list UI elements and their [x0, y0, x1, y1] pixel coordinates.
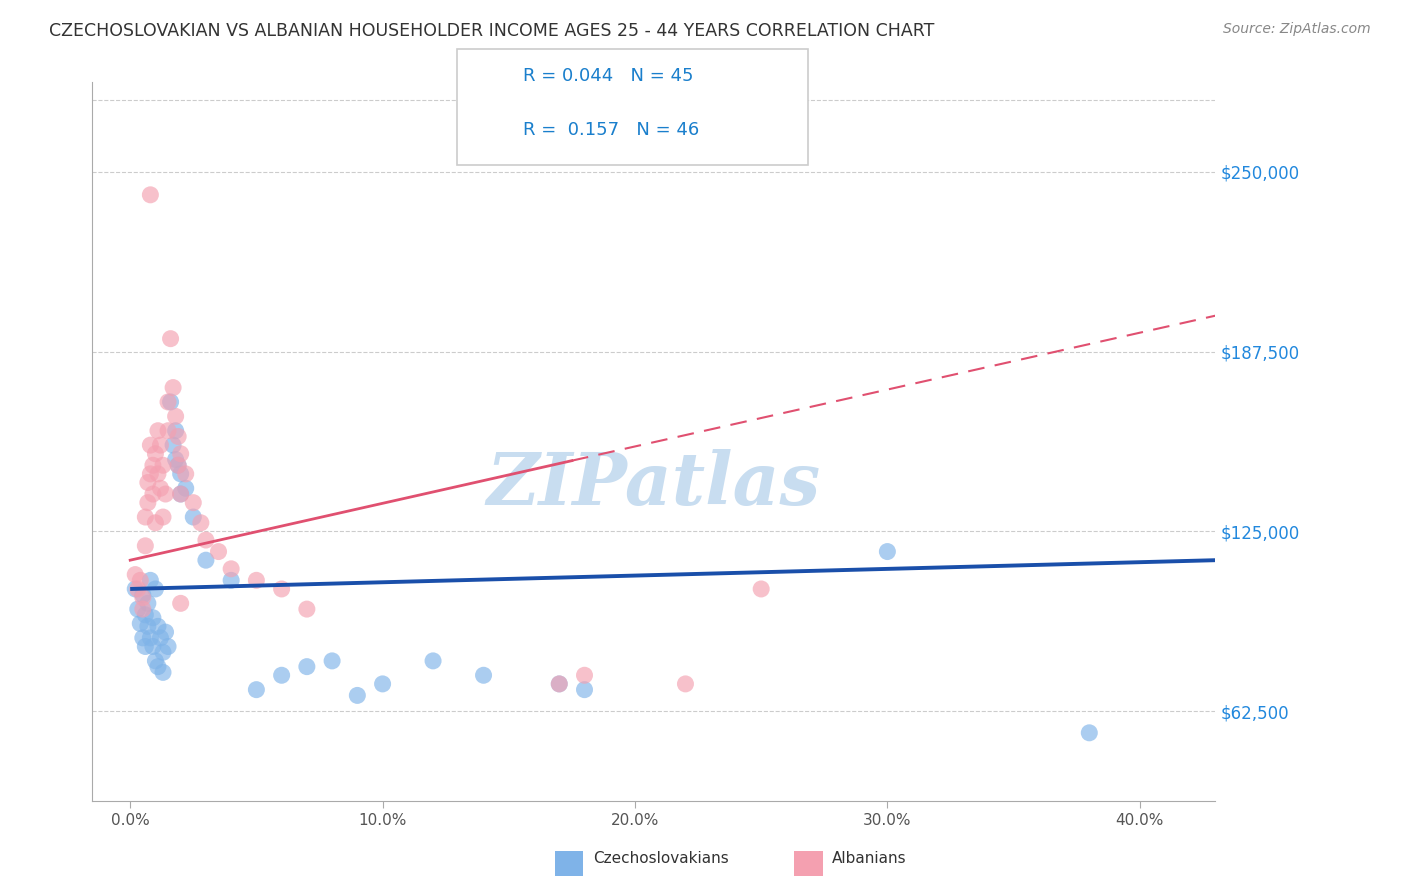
Point [146, 619, 169, 633]
Point [181, 510, 204, 524]
Point [346, 689, 368, 703]
Point [134, 510, 156, 524]
Point [146, 467, 169, 481]
Point [165, 452, 187, 467]
Point [159, 395, 181, 409]
Point [162, 381, 184, 395]
Point [574, 682, 596, 697]
Point [134, 539, 156, 553]
Point [124, 567, 146, 582]
Point [146, 424, 169, 438]
Point [149, 481, 172, 495]
Point [749, 582, 772, 596]
Point [169, 447, 191, 461]
Point [1078, 726, 1101, 740]
Point [295, 659, 318, 673]
Text: Source: ZipAtlas.com: Source: ZipAtlas.com [1223, 22, 1371, 37]
Point [139, 574, 162, 588]
Point [295, 602, 318, 616]
Point [548, 677, 571, 691]
Point [136, 596, 159, 610]
Point [157, 640, 180, 654]
Text: R =  0.157   N = 46: R = 0.157 N = 46 [523, 121, 699, 139]
Point [245, 574, 267, 588]
Point [127, 602, 149, 616]
Point [270, 668, 292, 682]
Point [134, 640, 156, 654]
Point [167, 458, 190, 473]
Point [422, 654, 444, 668]
Point [194, 533, 217, 547]
Point [548, 677, 571, 691]
Point [169, 596, 191, 610]
Point [132, 602, 155, 616]
Point [167, 458, 190, 473]
Point [876, 544, 898, 558]
Point [155, 625, 177, 640]
Point [142, 487, 165, 501]
Point [139, 438, 162, 452]
Point [181, 496, 204, 510]
Point [145, 582, 167, 596]
Point [142, 640, 165, 654]
Text: R = 0.044   N = 45: R = 0.044 N = 45 [523, 68, 693, 86]
Point [152, 458, 174, 473]
Point [132, 588, 155, 602]
Point [574, 668, 596, 682]
Point [675, 677, 697, 691]
Point [134, 607, 156, 622]
Point [194, 553, 217, 567]
Point [159, 332, 181, 346]
Point [167, 429, 190, 443]
Text: CZECHOSLOVAKIAN VS ALBANIAN HOUSEHOLDER INCOME AGES 25 - 44 YEARS CORRELATION CH: CZECHOSLOVAKIAN VS ALBANIAN HOUSEHOLDER … [49, 22, 935, 40]
Text: ZIPatlas: ZIPatlas [486, 450, 821, 520]
Point [124, 582, 146, 596]
Point [139, 187, 162, 202]
Point [136, 475, 159, 490]
Point [472, 668, 495, 682]
Point [165, 424, 187, 438]
Point [169, 467, 191, 481]
Point [157, 395, 180, 409]
Point [190, 516, 212, 530]
Point [129, 616, 152, 631]
Point [169, 487, 191, 501]
Point [142, 611, 165, 625]
Point [245, 682, 267, 697]
Point [139, 467, 162, 481]
Point [145, 516, 167, 530]
Point [146, 659, 169, 673]
Point [136, 619, 159, 633]
Point [321, 654, 343, 668]
Point [157, 424, 180, 438]
Point [142, 458, 165, 473]
Point [132, 631, 155, 645]
Point [145, 654, 167, 668]
Point [174, 481, 197, 495]
Point [207, 544, 229, 558]
Point [145, 447, 167, 461]
Point [132, 591, 155, 605]
Point [169, 487, 191, 501]
Point [152, 665, 174, 680]
Point [270, 582, 292, 596]
Point [139, 631, 162, 645]
Point [152, 510, 174, 524]
Text: Czechoslovakians: Czechoslovakians [593, 851, 730, 865]
Point [149, 438, 172, 452]
Point [155, 487, 177, 501]
Point [174, 467, 197, 481]
Text: Albanians: Albanians [832, 851, 907, 865]
Point [165, 409, 187, 424]
Point [136, 496, 159, 510]
Point [162, 438, 184, 452]
Point [129, 574, 152, 588]
Point [371, 677, 394, 691]
Point [219, 574, 242, 588]
Point [219, 562, 242, 576]
Point [149, 631, 172, 645]
Point [152, 645, 174, 659]
Point [127, 582, 149, 596]
